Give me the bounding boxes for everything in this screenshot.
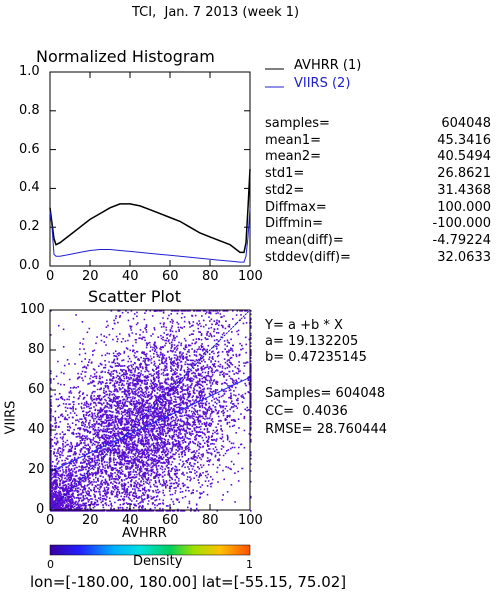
stat-value: 31.4368 [437, 182, 491, 198]
colorbar-max-label: 1 [246, 558, 253, 571]
stat-label: samples= [265, 116, 330, 131]
histogram-y-tick-label: 1.0 [19, 64, 40, 79]
histogram-x-tick-label: 20 [82, 269, 99, 284]
stat-value: 26.8621 [437, 166, 491, 182]
regression-a: a= 19.132205 [265, 334, 359, 349]
scatter-y-tick-label: 100 [20, 302, 45, 317]
scatter-x-tick-label: 100 [238, 513, 263, 528]
regression-line [49, 376, 251, 473]
scatter-ticks [49, 309, 251, 511]
histogram-y-tick-label: 0.0 [19, 258, 40, 273]
stat-value: 100.000 [437, 199, 491, 215]
scatter-x-tick-label: 80 [202, 513, 219, 528]
stat-row: mean(diff)= -4.79224 [265, 233, 491, 249]
colorbar-label: Density [133, 554, 183, 569]
stat-value: 604048 [441, 116, 491, 131]
histogram-x-tick-label: 40 [122, 269, 139, 284]
stat-label: mean2= [265, 149, 322, 165]
histogram-x-tick-label: 0 [46, 269, 55, 284]
histogram-y-tick-label: 0.4 [19, 180, 40, 196]
stat-label: std2= [265, 182, 305, 198]
scatter-y-axis-label: VIIRS [3, 400, 19, 435]
regression-b: b= 0.47235145 [265, 350, 367, 365]
avhrr-histogram-line [49, 168, 251, 254]
stat-label: mean1= [265, 132, 322, 148]
regression-cc: CC= 0.4036 [265, 404, 348, 419]
regression-equation: Y= a +b * X [265, 318, 343, 333]
legend-avhrr-label: AVHRR (1) [294, 58, 362, 73]
scatter-points [50, 310, 252, 512]
stat-row: std1= 26.8621 [265, 166, 491, 182]
stat-label: stddev(diff)= [265, 249, 351, 265]
scatter-y-tick-label: 80 [28, 342, 45, 357]
histogram-y-tick-label: 0.2 [19, 219, 40, 235]
footer-region: lon=[-180.00, 180.00] lat=[-55.15, 75.02… [30, 573, 347, 591]
regression-samples: Samples= 604048 [265, 386, 386, 401]
scatter-x-tick-label: 0 [46, 513, 55, 528]
stat-value: -100.000 [432, 216, 491, 232]
stat-row: mean1= 45.3416 [265, 133, 491, 149]
regression-rmse: RMSE= 28.760444 [265, 422, 388, 437]
histogram-x-tick-label: 60 [162, 269, 179, 284]
scatter-y-tick-label: 0 [36, 502, 45, 517]
stat-label: mean(diff)= [265, 232, 344, 248]
viirs-histogram-line [49, 207, 251, 263]
scatter-y-tick-label: 20 [28, 462, 45, 477]
scatter-title: Scatter Plot [88, 287, 181, 306]
histogram-title: Normalized Histogram [36, 47, 215, 66]
stat-value: 45.3416 [437, 132, 491, 148]
scatter-x-tick-label: 60 [162, 513, 179, 528]
stat-row: Diffmax= 100.000 [265, 200, 491, 216]
scatter-y-tick-label: 40 [28, 422, 45, 437]
stat-row: samples= 604048 [265, 116, 491, 132]
scatter-x-tick-label: 20 [82, 513, 99, 528]
histogram-frame [49, 71, 251, 267]
one-to-one-line [49, 309, 251, 511]
stat-label: std1= [265, 166, 305, 182]
stat-value: -4.79224 [432, 232, 491, 248]
stat-row: Diffmin= -100.000 [265, 216, 491, 232]
stat-row: mean2= 40.5494 [265, 149, 491, 165]
stat-row: std2= 31.4368 [265, 183, 491, 199]
histogram-x-tick-label: 80 [202, 269, 219, 284]
histogram-y-tick-label: 0.8 [19, 102, 40, 118]
scatter-frame [49, 309, 251, 511]
colorbar-min-label: 0 [47, 558, 54, 571]
scatter-x-axis-label: AVHRR [122, 526, 167, 541]
density-colorbar [49, 544, 251, 556]
scatter-x-tick-label: 40 [122, 513, 139, 528]
stat-label: Diffmin= [265, 216, 323, 232]
stat-label: Diffmax= [265, 199, 327, 215]
histogram-ticks [49, 71, 251, 267]
figure-title: TCI, Jan. 7 2013 (week 1) [132, 5, 300, 20]
scatter-point-cloud [50, 310, 252, 512]
legend-viirs-label: VIIRS (2) [294, 76, 351, 91]
stat-row: stddev(diff)= 32.0633 [265, 250, 491, 266]
scatter-y-tick-label: 60 [28, 382, 45, 397]
histogram-x-tick-label: 100 [238, 269, 263, 284]
histogram-y-tick-label: 0.6 [19, 141, 40, 157]
stat-value: 40.5494 [437, 149, 491, 165]
histogram-lines [49, 168, 251, 263]
stat-value: 32.0633 [437, 249, 491, 265]
